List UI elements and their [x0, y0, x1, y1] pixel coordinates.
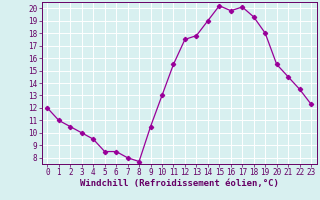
- X-axis label: Windchill (Refroidissement éolien,°C): Windchill (Refroidissement éolien,°C): [80, 179, 279, 188]
